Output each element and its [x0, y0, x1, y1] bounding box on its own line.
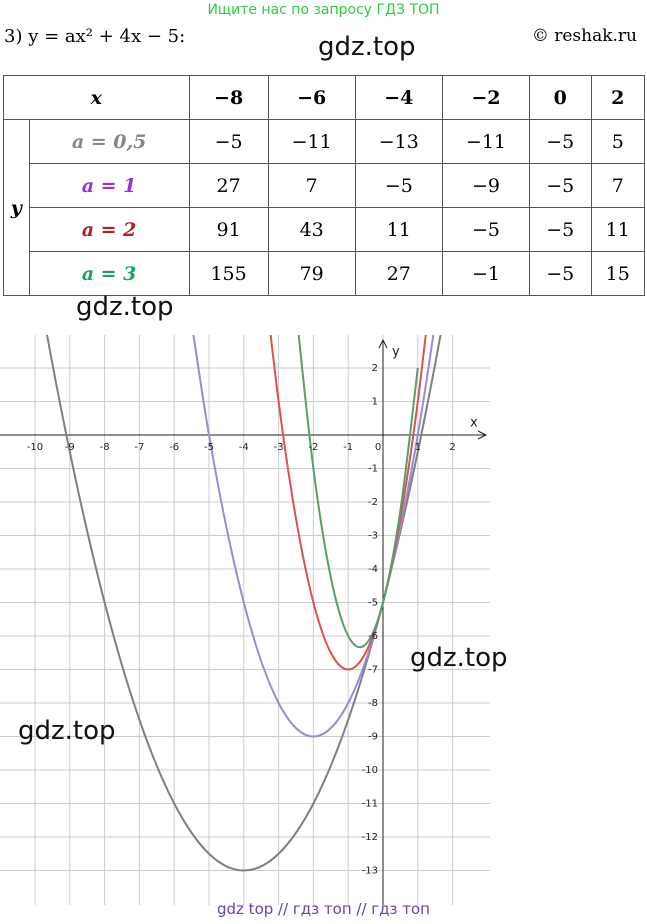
value-cell: −5	[354, 163, 443, 208]
header-cell: −6	[267, 75, 356, 120]
value-cell: 15	[590, 251, 646, 296]
value-cell: 27	[188, 163, 269, 208]
y-tick-label: -2	[368, 497, 378, 508]
y-tick-label: -8	[368, 698, 378, 709]
header-cell: x	[3, 75, 190, 120]
parabola	[269, 335, 427, 671]
parabola	[192, 335, 435, 738]
value-cell: 7	[590, 163, 646, 208]
y-tick-label: -3	[368, 531, 378, 542]
value-cell: −11	[441, 119, 531, 164]
table-row: a = 2 91 43 11 −5 −5 11	[4, 207, 646, 252]
y-tick-label: -9	[368, 732, 378, 743]
y-tick-label: -11	[362, 799, 378, 810]
row-label: a = 3	[28, 251, 190, 296]
footer: gdz top // гдз топ // гдз топ	[217, 900, 430, 918]
value-cell: 155	[188, 251, 269, 296]
x-tick-label: -10	[27, 442, 43, 453]
y-arrow	[378, 338, 388, 349]
y-tick-label: -12	[362, 832, 378, 843]
watermark: gdz.top	[410, 643, 508, 673]
row-label: a = 0,5	[28, 119, 190, 164]
copyright: © reshak.ru	[531, 26, 637, 46]
value-cell: −5	[529, 251, 592, 296]
y-tick-label: -4	[368, 564, 378, 575]
y-tick-label: -5	[368, 598, 378, 609]
x-tick-label: -2	[308, 442, 318, 453]
x-tick-label: -4	[239, 442, 249, 453]
value-cell: 79	[267, 251, 356, 296]
value-cell: −1	[441, 251, 531, 296]
x-tick-label: -6	[169, 442, 179, 453]
y-tick-label: -7	[368, 665, 378, 676]
x-tick-label: 1	[415, 442, 421, 453]
header-cell: 0	[529, 75, 592, 120]
x-arrow	[477, 430, 488, 440]
x-tick-label: -9	[65, 442, 75, 453]
x-tick-label: 2	[449, 442, 455, 453]
value-cell: −5	[529, 163, 592, 208]
x-tick-label: -5	[204, 442, 214, 453]
watermark: gdz.top	[76, 292, 174, 322]
y-tick-label: 1	[372, 397, 378, 408]
value-cell: 27	[354, 251, 443, 296]
y-tick-label: 2	[372, 363, 378, 374]
watermark: gdz.top	[318, 32, 416, 62]
table-row: a = 3 155 79 27 −1 −5 15	[4, 251, 646, 296]
x-tick-label: -8	[100, 442, 110, 453]
x-tick-label: -7	[134, 442, 144, 453]
parabola	[46, 335, 442, 872]
parabola	[297, 335, 419, 649]
row-label: a = 2	[28, 207, 190, 252]
y-axis-label: y	[392, 345, 400, 360]
watermark: gdz.top	[18, 716, 116, 746]
x-axis-label: x	[470, 416, 478, 431]
y-tick-label: -1	[368, 464, 378, 475]
y-tick-label: -6	[368, 631, 378, 642]
value-cell: −9	[441, 163, 531, 208]
value-cell: −11	[267, 119, 356, 164]
y-tick-label: -10	[362, 765, 378, 776]
value-cell: 11	[354, 207, 443, 252]
value-cell: −13	[354, 119, 443, 164]
value-cell: 5	[590, 119, 646, 164]
search-note: Ищите нас по запросу ГДЗ ТОП	[207, 2, 440, 18]
header-cell: 2	[590, 75, 646, 120]
value-cell: 91	[188, 207, 269, 252]
y-tick-label: -13	[362, 866, 378, 877]
x-tick-label: 0	[375, 442, 381, 453]
header-cell: −4	[354, 75, 443, 120]
task-title: 3) y = ax² + 4x − 5:	[4, 26, 186, 47]
header-cell: −2	[441, 75, 531, 120]
table-row: a = 1 27 7 −5 −9 −5 7	[4, 163, 646, 208]
value-cell: 43	[267, 207, 356, 252]
x-tick-label: -1	[343, 442, 353, 453]
x-tick-label: -3	[274, 442, 284, 453]
